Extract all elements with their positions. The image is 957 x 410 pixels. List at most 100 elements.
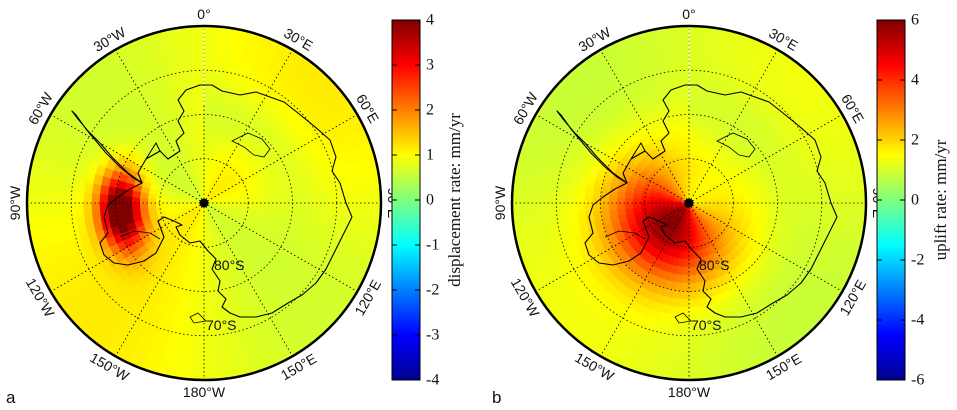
field-cell	[194, 98, 205, 108]
field-cell	[315, 202, 326, 214]
field-cell	[688, 274, 697, 284]
field-cell	[188, 114, 198, 125]
field-cell	[347, 202, 358, 217]
field-cell	[616, 208, 626, 216]
field-cell	[203, 250, 210, 260]
field-cell	[808, 202, 819, 215]
field-cell	[275, 202, 285, 211]
field-cell	[848, 202, 859, 219]
field-cell	[42, 202, 53, 218]
colorbar-b: 6 4 2 0 -2 -4 -6 uplift rate: mm/yr	[876, 12, 950, 389]
field-cell	[527, 188, 538, 204]
field-cell	[203, 226, 208, 236]
field-cell	[551, 190, 562, 204]
field-cell	[227, 199, 237, 204]
field-cell	[752, 190, 762, 198]
field-cell	[678, 90, 690, 100]
field-cell	[307, 192, 317, 204]
colorbar-tick-label: 1	[426, 147, 434, 164]
field-cell	[42, 188, 53, 204]
field-cell	[584, 193, 594, 204]
field-cell	[203, 106, 213, 116]
field-cell	[197, 266, 205, 276]
field-cell	[298, 184, 309, 195]
field-cell	[203, 346, 218, 357]
field-cell	[212, 98, 223, 109]
field-cell	[282, 187, 293, 197]
field-cell	[185, 98, 196, 109]
field-cell	[195, 106, 205, 116]
field-cell	[355, 202, 366, 218]
field-cell	[696, 289, 707, 300]
field-cell	[559, 191, 570, 204]
meridian-line	[203, 49, 293, 204]
field-cell	[191, 65, 205, 76]
field-cell	[188, 26, 205, 36]
field-cell	[677, 73, 690, 84]
field-cell	[200, 170, 205, 180]
field-cell	[752, 196, 762, 204]
field-cell	[656, 202, 666, 207]
field-cell	[681, 122, 690, 132]
colorbar-tick-label: -4	[426, 372, 439, 389]
field-cell	[197, 130, 205, 140]
field-cell	[163, 202, 173, 207]
field-cell	[616, 196, 626, 204]
field-cell	[211, 289, 222, 300]
field-cell	[235, 199, 245, 204]
field-cell	[203, 338, 217, 349]
field-cell	[58, 202, 69, 216]
field-cell	[759, 188, 770, 198]
field-cell	[58, 190, 69, 204]
field-cell	[139, 202, 149, 209]
field-cell	[616, 202, 626, 210]
field-cell	[784, 202, 794, 213]
lon-label: 0°	[682, 6, 695, 22]
field-cell	[624, 202, 634, 209]
field-cell	[185, 297, 196, 308]
colorbar-tick-label: -2	[911, 252, 924, 269]
field-cell	[188, 33, 205, 44]
field-cell	[673, 33, 690, 44]
field-cell	[688, 65, 702, 76]
field-cell	[688, 266, 696, 276]
field-cell	[559, 202, 570, 215]
field-cell	[840, 188, 851, 204]
colorbar-tick-label: -4	[911, 312, 924, 329]
field-cell	[688, 33, 705, 44]
field-cell	[608, 208, 619, 218]
field-cell	[681, 274, 690, 284]
colorbar-tick-label: 6	[911, 12, 919, 29]
field-cell	[676, 57, 690, 68]
field-cell	[608, 202, 618, 211]
colorbar-tick-label: 4	[911, 72, 919, 89]
field-cell	[203, 274, 212, 284]
field-cell	[680, 290, 690, 300]
field-cell	[131, 202, 141, 210]
field-cell	[697, 98, 708, 109]
field-cell	[107, 210, 118, 221]
field-cell	[688, 41, 704, 52]
meridian-line	[115, 49, 205, 204]
panel-a: 0°30°E60°E90°E120°E150°E180°W150°W120°W9…	[6, 6, 401, 407]
meridian-line	[50, 114, 205, 204]
colorbar-tick-label: -6	[911, 372, 924, 389]
field-cell	[688, 81, 700, 92]
field-cell	[808, 191, 819, 204]
field-cell	[267, 190, 277, 198]
field-cell	[673, 114, 683, 125]
field-cell	[688, 114, 698, 124]
lat-label-70s-b: 70°S	[691, 317, 722, 333]
panel-letter-b: b	[492, 388, 501, 407]
lon-label: 180°W	[183, 384, 226, 400]
field-cell	[331, 202, 342, 216]
field-cell	[189, 122, 199, 133]
field-cell	[203, 73, 216, 84]
field-cell	[624, 207, 634, 215]
field-cell	[688, 250, 695, 260]
field-cell	[688, 290, 698, 300]
field-cell	[283, 202, 293, 212]
field-cell	[736, 197, 746, 204]
colorbar-tick-label: -3	[426, 327, 439, 344]
colorbar-a-title: displacement rate: mm/yr	[445, 113, 464, 287]
